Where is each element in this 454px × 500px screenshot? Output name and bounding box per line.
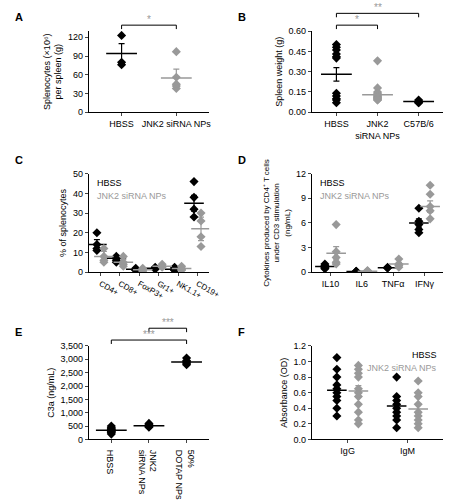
- svg-text:D: D: [238, 154, 246, 166]
- svg-text:***: ***: [143, 329, 155, 340]
- svg-text:0: 0: [78, 107, 83, 117]
- svg-text:40: 40: [73, 189, 83, 199]
- svg-text:HBSS: HBSS: [320, 178, 345, 188]
- svg-text:IFNγ: IFNγ: [415, 279, 434, 289]
- svg-text:0.4: 0.4: [293, 403, 306, 413]
- svg-text:Gr1+: Gr1+: [156, 279, 176, 296]
- svg-text:0: 0: [78, 267, 83, 277]
- svg-text:C3a (ng/mL): C3a (ng/mL): [46, 368, 56, 418]
- svg-text:*: *: [355, 14, 359, 25]
- svg-text:1,000: 1,000: [60, 408, 83, 418]
- svg-text:HBSS: HBSS: [412, 350, 437, 360]
- svg-text:1.2: 1.2: [293, 341, 306, 351]
- svg-text:***: ***: [162, 317, 174, 328]
- svg-text:2,000: 2,000: [60, 381, 83, 391]
- svg-text:3,500: 3,500: [60, 341, 83, 351]
- svg-text:CD19+: CD19+: [195, 279, 222, 300]
- svg-text:0.00: 0.00: [288, 107, 306, 117]
- svg-text:JNK2 siRNA NPs: JNK2 siRNA NPs: [142, 119, 212, 129]
- svg-text:0.60: 0.60: [288, 26, 306, 36]
- svg-text:3: 3: [301, 243, 306, 253]
- svg-text:JNK2 siRNA NPs: JNK2 siRNA NPs: [367, 363, 437, 373]
- svg-text:Absorbance (OD): Absorbance (OD): [279, 358, 289, 428]
- svg-text:CD4+: CD4+: [97, 279, 120, 297]
- svg-text:9: 9: [301, 193, 306, 203]
- svg-text:IL10: IL10: [322, 279, 340, 289]
- svg-text:Cytokines produced by CD4⁺ T c: Cytokines produced by CD4⁺ T cellsunder …: [262, 159, 292, 287]
- svg-text:0: 0: [301, 267, 306, 277]
- svg-text:50%DOTAP NPs: 50%DOTAP NPs: [174, 450, 196, 500]
- svg-text:0.6: 0.6: [293, 388, 306, 398]
- svg-text:2,500: 2,500: [60, 368, 83, 378]
- svg-text:500: 500: [68, 421, 83, 431]
- svg-text:E: E: [15, 326, 22, 338]
- svg-text:% of splenocytes: % of splenocytes: [58, 188, 68, 257]
- svg-text:F: F: [238, 326, 245, 338]
- svg-text:10: 10: [73, 248, 83, 258]
- svg-text:1.0: 1.0: [293, 357, 306, 367]
- svg-text:A: A: [15, 11, 23, 23]
- svg-text:**: **: [374, 2, 382, 13]
- svg-text:*: *: [147, 14, 151, 25]
- svg-text:HBSS: HBSS: [105, 450, 115, 475]
- svg-text:IgM: IgM: [400, 446, 415, 456]
- svg-text:20: 20: [73, 228, 83, 238]
- svg-text:HBSS: HBSS: [324, 119, 349, 129]
- svg-text:C: C: [15, 154, 23, 166]
- svg-text:NK1.1+: NK1.1+: [175, 279, 203, 300]
- svg-text:60: 60: [73, 70, 83, 80]
- svg-text:Splenocytes (×10⁶)per spleen (: Splenocytes (×10⁶)per spleen (g): [42, 33, 64, 110]
- svg-text:FoxP3+: FoxP3+: [136, 279, 165, 301]
- svg-text:Spleen weight (g): Spleen weight (g): [274, 37, 284, 107]
- svg-text:IL6: IL6: [356, 279, 369, 289]
- svg-text:6: 6: [301, 218, 306, 228]
- svg-text:0.0: 0.0: [293, 435, 306, 445]
- svg-text:0.8: 0.8: [293, 372, 306, 382]
- svg-text:HBSS: HBSS: [109, 119, 134, 129]
- svg-text:3,000: 3,000: [60, 354, 83, 364]
- svg-text:12: 12: [296, 169, 306, 179]
- svg-text:JNK2 siRNA NPs: JNK2 siRNA NPs: [97, 191, 167, 201]
- svg-text:HBSS: HBSS: [97, 178, 122, 188]
- svg-text:0.2: 0.2: [293, 419, 306, 429]
- svg-text:90: 90: [73, 51, 83, 61]
- svg-text:JNK2siRNA NPs: JNK2siRNA NPs: [355, 119, 400, 141]
- svg-text:JNK2 siRNA NPs: JNK2 siRNA NPs: [320, 191, 390, 201]
- svg-text:B: B: [238, 11, 246, 23]
- svg-text:C57B/6: C57B/6: [404, 119, 434, 129]
- svg-text:30: 30: [73, 208, 83, 218]
- svg-text:CD8+: CD8+: [117, 279, 140, 297]
- svg-text:0.15: 0.15: [288, 87, 306, 97]
- svg-text:JNK2siRNA NPs: JNK2siRNA NPs: [137, 450, 159, 495]
- svg-text:30: 30: [73, 89, 83, 99]
- svg-text:0: 0: [78, 435, 83, 445]
- svg-text:0.30: 0.30: [288, 67, 306, 77]
- svg-text:120: 120: [68, 32, 83, 42]
- svg-text:IgG: IgG: [340, 446, 355, 456]
- svg-text:1,500: 1,500: [60, 395, 83, 405]
- svg-text:50: 50: [73, 169, 83, 179]
- svg-text:TNFα: TNFα: [382, 279, 405, 289]
- svg-text:0.45: 0.45: [288, 47, 306, 57]
